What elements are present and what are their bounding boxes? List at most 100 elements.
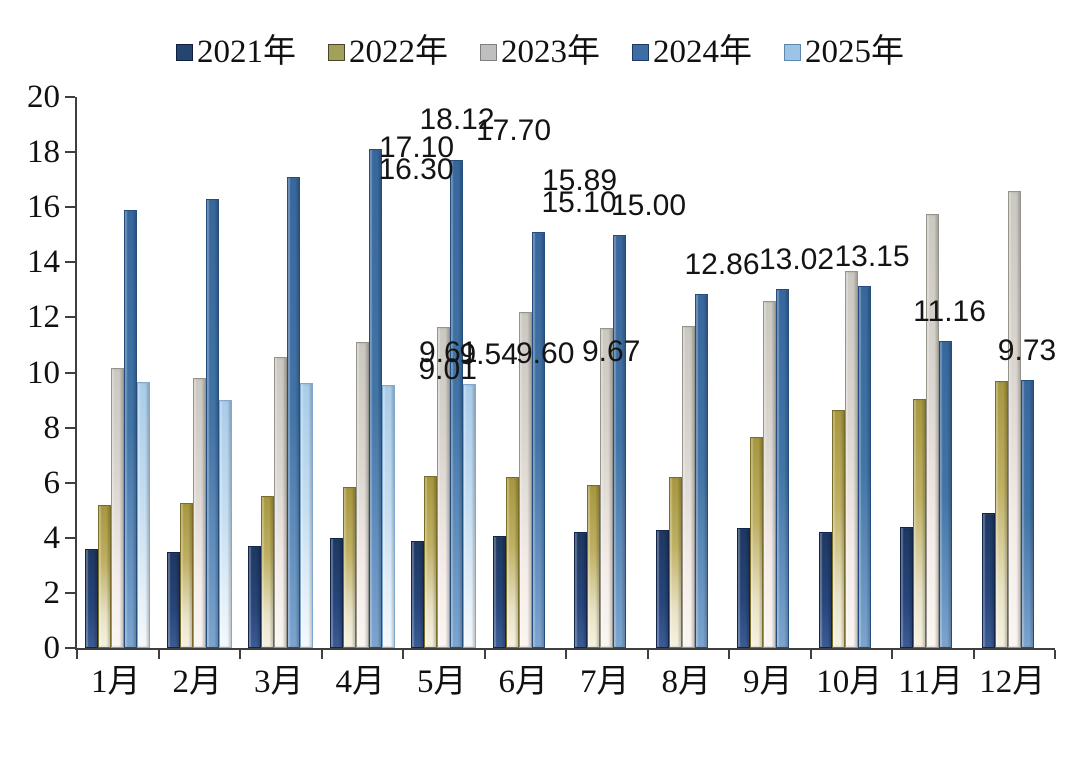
data-label-2024年-1月: 15.89 [541,164,618,198]
bar-2024年-10月 [857,285,871,648]
y-tick-label: 8 [43,409,61,446]
x-tick-label-3月: 3月 [254,664,304,700]
data-label-2024年-9月: 13.02 [758,243,835,277]
bar-2021年-5月 [411,540,425,648]
y-axis-labels: 0 2 4 6 8 10 12 14 16 18 20 [0,80,61,665]
bar-2021年-10月 [818,532,832,648]
data-label-2024年-7月: 15.00 [610,188,687,222]
legend-swatch-icon [328,44,345,61]
bar-2024年-3月 [287,176,301,648]
legend-item-2021年: 2021年 [176,36,296,69]
bar-group-9月: 13.02 [729,97,834,648]
bar-2023年-3月 [274,357,288,648]
bar-2021年-3月 [248,546,262,648]
data-label-2025年-3月: 9.61 [419,336,478,370]
y-tick-mark [65,647,75,649]
bar-group-11月: 11.16 [892,97,986,648]
bar-group-12月: 9.73 [974,97,1056,648]
bar-2023年-1月 [111,368,125,648]
data-label-2025年-4月: 9.54 [459,338,518,372]
data-label-2024年-2月: 16.30 [378,152,454,186]
y-tick-label: 14 [27,244,60,281]
bar-2022年-12月 [994,380,1008,648]
x-tick-label-11月: 11月 [898,664,964,700]
bar-2023年-12月 [1007,190,1021,648]
data-label-2024年-12月: 9.73 [997,333,1057,367]
bar-2023年-7月 [600,328,614,648]
bar-group-6月: 15.10 [485,97,617,648]
bar-2021年-12月 [981,513,995,648]
x-tick-mark [728,650,730,659]
bar-2022年-9月 [750,437,764,648]
x-tick-mark [1054,650,1056,659]
y-tick-label: 16 [27,189,60,226]
y-tick-mark [65,426,75,429]
y-tick-label: 10 [27,354,60,391]
y-tick-label: 20 [27,79,60,115]
bar-2022年-11月 [913,398,927,648]
bar-2021年-9月 [737,528,751,648]
bar-2021年-6月 [492,536,506,648]
bar-2025年-3月 [300,383,314,648]
bar-2022年-10月 [831,409,845,648]
x-tick-mark [646,650,649,659]
bar-2024年-6月 [531,232,545,648]
y-tick-mark [65,261,75,264]
data-label-2024年-3月: 17.10 [378,130,455,164]
bar-2024年-2月 [205,198,219,648]
y-tick-mark [65,96,75,98]
y-tick-mark [65,591,75,594]
x-tick-label-12月: 12月 [979,664,1046,700]
x-tick-label-8月: 8月 [661,664,712,700]
x-tick-mark [972,650,975,659]
legend-label: 2021年 [197,34,296,70]
data-label-2024年-11月: 11.16 [913,294,986,328]
bar-group-4月: 18.12 9.54 [322,97,518,648]
bar-2024年-7月 [613,234,627,648]
bar-2021年-2月 [166,551,180,648]
x-tick-label-6月: 6月 [498,664,549,700]
bar-2024年-1月 [124,210,138,648]
bar-2024年-4月 [368,148,382,648]
data-label-2024年-10月: 13.15 [834,239,910,273]
plot-area: 15.89 9.67 16.30 9.01 17.10 9.61 18.12 9.54 17.7… [65,96,1056,659]
bar-group-5月: 17.70 9.60 [403,97,574,648]
data-label-2024年-6月: 15.10 [541,186,617,219]
bar-2021年-11月 [900,526,914,648]
bar-group-7月: 15.00 [566,97,686,648]
bar-2022年-6月 [505,477,519,648]
chart-legend: 2021年 2022年 2023年 2024年 2025年 [0,36,1080,69]
bar-2022年-2月 [179,503,193,648]
y-tick-mark [65,316,75,319]
y-tick-mark [65,536,75,539]
x-tick-label-1月: 1月 [91,664,141,700]
bar-2022年-4月 [342,486,356,648]
x-tick-mark [320,650,323,659]
data-label-2025年-2月: 9.01 [418,352,477,386]
x-tick-mark [565,650,567,659]
x-tick-label-5月: 5月 [417,664,467,700]
bar-2025年-4月 [381,385,395,648]
data-label-2025年-5月: 9.60 [516,336,575,370]
bar-2022年-5月 [424,475,438,648]
y-tick-label: 12 [27,299,60,336]
y-tick-mark [65,481,75,484]
bar-2023年-6月 [518,311,532,648]
y-tick-label: 4 [43,519,61,556]
bar-2023年-8月 [681,325,695,648]
bar-2021年-8月 [655,529,669,648]
bar-2024年-11月 [939,340,953,648]
x-tick-mark [402,650,404,659]
bar-2023年-10月 [844,270,858,648]
legend-swatch-icon [632,44,649,61]
x-tick-label-10月: 10月 [816,664,883,700]
bar-2022年-8月 [668,477,682,648]
bar-2024年-9月 [776,289,790,648]
y-tick-label: 2 [43,574,61,611]
bar-2021年-4月 [329,537,343,648]
data-label-2024年-5月: 17.70 [475,114,552,148]
data-label-2025年-1月: 9.67 [582,334,641,368]
y-tick-mark [65,206,75,209]
bar-2023年-5月 [437,327,451,648]
legend-swatch-icon [480,44,497,61]
